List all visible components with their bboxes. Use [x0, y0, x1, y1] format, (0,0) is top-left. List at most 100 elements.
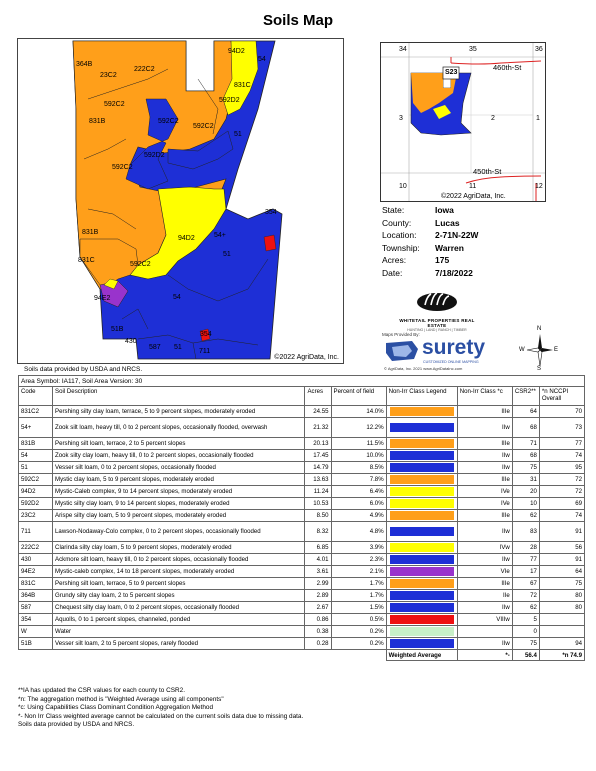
info-row-township: Township: Warren [382, 242, 478, 255]
class-legend-swatch [385, 601, 458, 614]
compass-s: S [537, 366, 542, 372]
map-label: 592D2 [219, 97, 240, 104]
nccpi-value: 64 [538, 565, 586, 578]
soil-acres: 2.67 [304, 601, 332, 614]
csr2-value: 62 [511, 601, 540, 614]
csr2-value: 31 [511, 473, 540, 486]
soil-acres: 8.50 [304, 509, 332, 522]
csr2-value: 28 [511, 541, 540, 554]
soil-acres: 13.63 [304, 473, 332, 486]
soil-acres: 6.85 [304, 541, 332, 554]
table-row: 51 Vesser silt loam, 0 to 2 percent slope… [17, 461, 586, 474]
info-value: 175 [435, 255, 450, 266]
soil-percent: 6.0% [330, 497, 387, 510]
col-header: Soil Description [52, 386, 306, 406]
whitetail-sub: HUNTING | LAND | RANCH | TIMBER [407, 328, 467, 332]
csr2-value: 67 [511, 577, 540, 590]
soil-percent: 0.5% [330, 613, 387, 626]
soil-percent: 14.0% [330, 405, 387, 418]
info-value: 2-71N-22W [435, 230, 479, 241]
footnote: *- Non Irr Class weighted average cannot… [18, 712, 304, 720]
non-irr-class: IIw [456, 553, 513, 566]
map-label: 222C2 [134, 66, 155, 73]
class-legend-swatch [385, 417, 458, 438]
locator-map[interactable]: 34 35 36 3 2 1 10 11 12 S23 460th-St 450… [380, 42, 546, 202]
soil-description: Mystic clay loam, 5 to 9 percent slopes,… [52, 473, 306, 486]
soils-map-graphic [72, 40, 283, 360]
table-row: 587 Chequest silty clay loam, 0 to 2 perc… [17, 601, 586, 614]
soil-percent: 12.2% [330, 417, 387, 438]
map-label: 354 [200, 331, 212, 338]
legend-color [389, 499, 454, 508]
nccpi-value: 80 [538, 601, 586, 614]
info-value: Iowa [435, 205, 454, 215]
class-legend-swatch [385, 437, 458, 450]
soil-code: 592D2 [17, 497, 54, 510]
csr2-value: 72 [511, 589, 540, 602]
soil-acres: 11.24 [304, 485, 332, 498]
soil-percent: 2.1% [330, 565, 387, 578]
map-label: 364B [76, 61, 93, 68]
table-row: 54+ Zook silt loam, heavy till, 0 to 2 pe… [17, 417, 586, 438]
map-label: 54 [173, 294, 181, 301]
legend-color [389, 423, 454, 432]
soil-code: 54+ [17, 417, 54, 438]
soil-code: 831C2 [17, 405, 54, 418]
soil-description: Vesser silt loam, 2 to 5 percent slopes,… [52, 637, 306, 650]
table-row: 94E2 Mystic-caleb complex, 14 to 18 perce… [17, 565, 586, 578]
nccpi-value [538, 613, 586, 626]
map-label: 54+ [214, 232, 226, 239]
non-irr-class: IIw [456, 521, 513, 542]
map-label: 831C [78, 257, 95, 264]
csr2-value: 5 [511, 613, 540, 626]
table-row: W Water 0.38 0.2% 0 [17, 625, 586, 638]
table-row: 54 Zook silty clay loam, heavy till, 0 to… [17, 449, 586, 462]
surety-tagline: CUSTOMIZED ONLINE MAPPING [423, 360, 479, 364]
table-row: 222C2 Clarinda silty clay loam, 5 to 9 pe… [17, 541, 586, 554]
nccpi-value: 74 [538, 509, 586, 522]
non-irr-class: IVw [456, 541, 513, 554]
nccpi-value: 56 [538, 541, 586, 554]
nccpi-value [538, 625, 586, 638]
legend-color [389, 567, 454, 576]
soil-description: Vesser silt loam, 0 to 2 percent slopes,… [52, 461, 306, 474]
soil-percent: 1.5% [330, 601, 387, 614]
soil-description: Zook silt loam, heavy till, 0 to 2 perce… [52, 417, 306, 438]
soil-code: 23C2 [17, 509, 54, 522]
class-legend-swatch [385, 405, 458, 418]
legend-color [389, 451, 454, 460]
soil-percent: 11.5% [330, 437, 387, 450]
soil-percent: 8.5% [330, 461, 387, 474]
soil-code: 54 [17, 449, 54, 462]
csr2-value: 77 [511, 553, 540, 566]
col-header: Code [17, 386, 54, 406]
locator-copyright: ©2022 AgriData, Inc. [441, 193, 506, 200]
class-legend-swatch [385, 541, 458, 554]
surety-name: surety [422, 336, 486, 359]
nccpi-value: 77 [538, 437, 586, 450]
nccpi-value: 73 [538, 417, 586, 438]
soil-percent: 2.3% [330, 553, 387, 566]
soil-description: Chequest silty clay loam, 0 to 2 percent… [52, 601, 306, 614]
footnote: *n: The aggregation method is "Weighted … [18, 695, 224, 703]
non-irr-class: IIIe [456, 577, 513, 590]
soil-description: Mystic-Caleb complex, 9 to 14 percent sl… [52, 485, 306, 498]
map-copyright: ©2022 AgriData, Inc. [274, 354, 339, 361]
soil-code: 51 [17, 461, 54, 474]
soil-code: W [17, 625, 54, 638]
soils-map[interactable]: 364B 222C2 23C2 94D2 54 831C 592C2 831B … [17, 38, 344, 364]
table-row: 831C Pershing silt loam, terrace, 5 to 9 … [17, 577, 586, 590]
map-label: 54 [258, 56, 266, 63]
soil-description: Zook silty clay loam, heavy till, 0 to 2… [52, 449, 306, 462]
soil-acres: 0.28 [304, 637, 332, 650]
table-row: 364B Grundy silty clay loam, 2 to 5 perce… [17, 589, 586, 602]
road-label: 460th-St [493, 63, 522, 72]
soil-description: Grundy silty clay loam, 2 to 5 percent s… [52, 589, 306, 602]
soil-percent: 4.8% [330, 521, 387, 542]
non-irr-class: IIw [456, 601, 513, 614]
compass-w: W [519, 347, 525, 353]
property-info: State: Iowa County: Lucas Location: 2-71N-2… [382, 204, 478, 280]
footnote: *c: Using Capabilities Class Dominant Co… [18, 704, 214, 712]
map-label: 592C2 [193, 123, 214, 130]
soil-description: Arispe silty clay loam, 5 to 9 percent s… [52, 509, 306, 522]
